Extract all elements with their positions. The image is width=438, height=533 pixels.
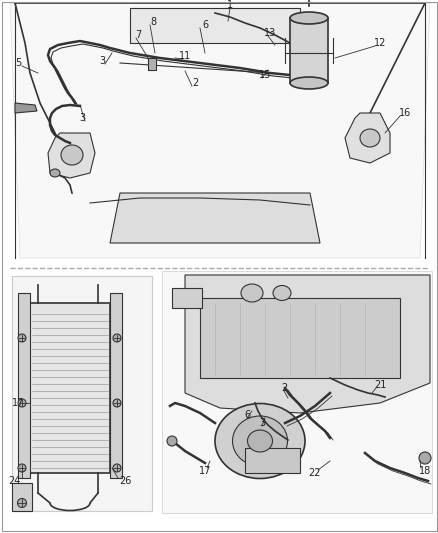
Ellipse shape — [18, 399, 26, 407]
Text: 11: 11 — [178, 51, 191, 61]
Bar — [18, 293, 30, 478]
Ellipse shape — [50, 169, 60, 177]
Ellipse shape — [418, 452, 430, 464]
Ellipse shape — [232, 416, 287, 466]
Ellipse shape — [113, 334, 121, 342]
Text: 16: 16 — [398, 108, 410, 118]
Text: 17: 17 — [198, 466, 211, 476]
Text: 15: 15 — [258, 70, 271, 80]
Text: 26: 26 — [119, 476, 131, 486]
Polygon shape — [15, 103, 37, 113]
Ellipse shape — [18, 498, 26, 507]
Polygon shape — [48, 133, 95, 178]
Text: 6: 6 — [244, 410, 250, 420]
Polygon shape — [110, 193, 319, 243]
Text: 6: 6 — [201, 20, 208, 30]
Ellipse shape — [18, 334, 26, 342]
Ellipse shape — [18, 464, 26, 472]
Bar — [148, 58, 155, 70]
Text: 1: 1 — [226, 0, 233, 10]
Text: 18: 18 — [418, 466, 430, 476]
Bar — [290, 18, 327, 83]
Bar — [12, 276, 152, 511]
Text: 7: 7 — [134, 30, 141, 40]
Ellipse shape — [240, 284, 262, 302]
Bar — [162, 271, 431, 513]
Text: 3: 3 — [79, 113, 85, 123]
Ellipse shape — [215, 403, 304, 479]
Text: 13: 13 — [263, 28, 276, 38]
Bar — [30, 303, 110, 473]
Text: 3: 3 — [258, 418, 265, 428]
Text: 21: 21 — [373, 380, 385, 390]
Bar — [244, 448, 299, 473]
Ellipse shape — [359, 129, 379, 147]
Ellipse shape — [61, 145, 83, 165]
Bar — [172, 288, 201, 308]
Text: 8: 8 — [150, 17, 155, 27]
Bar — [130, 8, 299, 43]
Ellipse shape — [290, 12, 327, 24]
Text: 22: 22 — [308, 468, 321, 478]
Bar — [110, 293, 122, 478]
Bar — [200, 298, 399, 378]
Text: 12: 12 — [373, 38, 385, 48]
Ellipse shape — [247, 430, 272, 452]
Ellipse shape — [113, 399, 121, 407]
Bar — [12, 483, 32, 511]
Ellipse shape — [290, 77, 327, 89]
Ellipse shape — [166, 436, 177, 446]
Text: 3: 3 — [99, 56, 105, 66]
Text: 2: 2 — [280, 383, 286, 393]
Ellipse shape — [272, 286, 290, 301]
Polygon shape — [344, 113, 389, 163]
Ellipse shape — [113, 464, 121, 472]
Polygon shape — [184, 275, 429, 413]
Text: 5: 5 — [15, 58, 21, 68]
Text: 17: 17 — [12, 398, 24, 408]
Text: 24: 24 — [8, 476, 20, 486]
Text: 2: 2 — [191, 78, 198, 88]
Polygon shape — [10, 3, 429, 258]
